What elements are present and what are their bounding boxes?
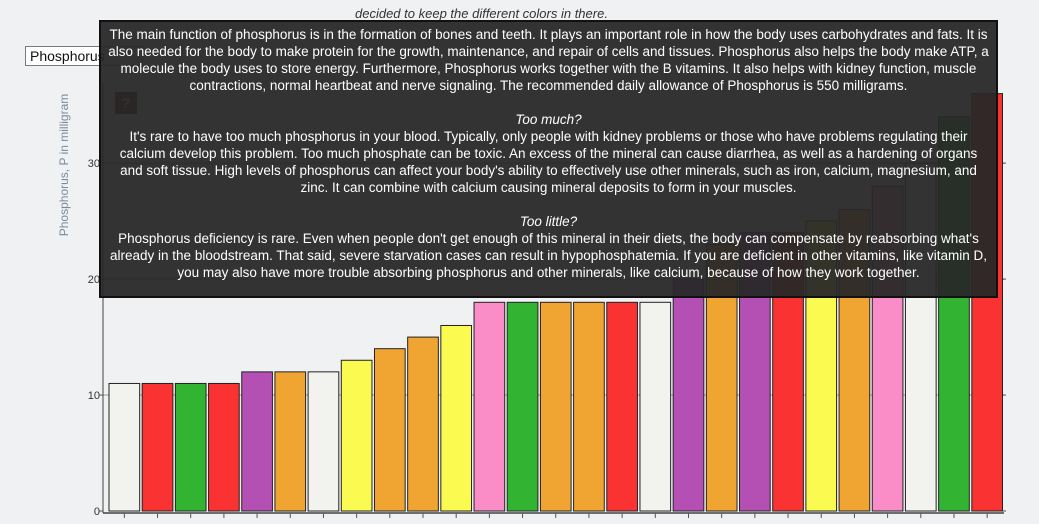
- bar[interactable]: [506, 301, 539, 512]
- bar[interactable]: [174, 382, 207, 512]
- bar[interactable]: [340, 359, 373, 512]
- bar[interactable]: [141, 382, 174, 512]
- nutrient-info-tooltip: The main function of phosphorus is in th…: [99, 20, 998, 298]
- tooltip-too-much-text: It's rare to have too much phosphorus in…: [119, 129, 978, 195]
- bar[interactable]: [373, 348, 406, 512]
- top-caption: decided to keep the different colors in …: [355, 6, 608, 21]
- tooltip-too-little-heading: Too little?: [519, 214, 578, 229]
- bar[interactable]: [208, 382, 240, 512]
- tooltip-too-little-text: Phosphorus deficiency is rare. Even when…: [110, 231, 987, 280]
- bar[interactable]: [672, 278, 705, 512]
- bar[interactable]: [573, 301, 605, 512]
- bar[interactable]: [639, 301, 672, 512]
- bar[interactable]: [606, 301, 638, 512]
- bar[interactable]: [307, 371, 340, 512]
- y-tick-label: 30: [88, 158, 100, 170]
- y-tick-label: 0: [94, 506, 100, 518]
- y-tick-label: 20: [88, 274, 100, 286]
- tooltip-too-much-heading: Too much?: [515, 112, 582, 127]
- y-axis-label: Phosphorus, P in milligram: [57, 94, 71, 237]
- bar[interactable]: [274, 371, 307, 512]
- bar[interactable]: [407, 336, 439, 512]
- tooltip-intro: The main function of phosphorus is in th…: [108, 27, 989, 93]
- bar[interactable]: [539, 301, 572, 512]
- bar[interactable]: [241, 371, 273, 512]
- bar[interactable]: [108, 382, 141, 512]
- bar[interactable]: [473, 301, 506, 512]
- bar[interactable]: [440, 324, 473, 512]
- y-tick-label: 10: [88, 390, 100, 402]
